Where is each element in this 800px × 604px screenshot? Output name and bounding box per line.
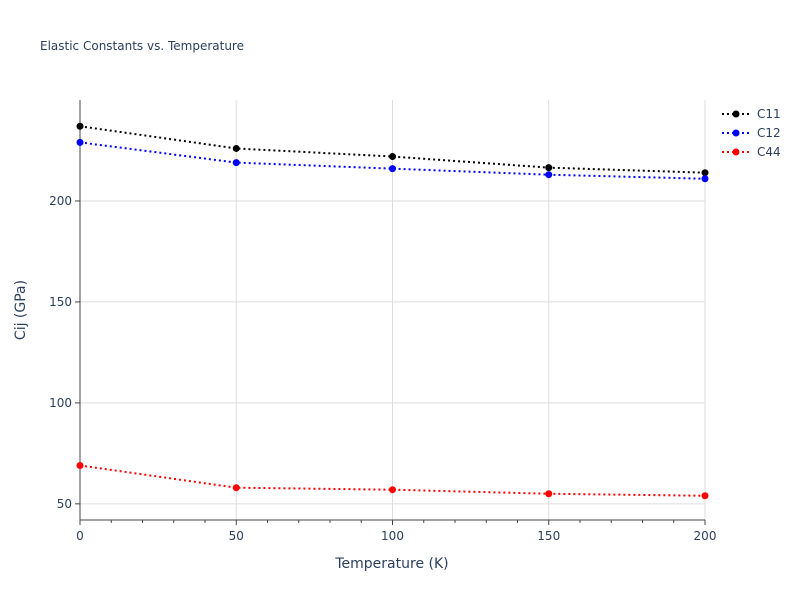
x-tick-label: 0 <box>76 529 84 543</box>
data-point[interactable] <box>389 165 396 173</box>
y-tick-label: 150 <box>49 295 72 309</box>
legend-label: C44 <box>757 145 781 159</box>
series-c12 <box>76 138 709 183</box>
data-point[interactable] <box>232 484 240 492</box>
data-point[interactable] <box>545 490 553 498</box>
data-point[interactable] <box>701 492 709 500</box>
series-c44 <box>76 461 709 500</box>
x-axis-title: Temperature (K) <box>334 556 448 572</box>
chart-title: Elastic Constants vs. Temperature <box>40 39 244 53</box>
series-c11 <box>76 122 709 177</box>
y-tick-label: 100 <box>49 396 72 410</box>
data-point[interactable] <box>389 486 396 494</box>
x-tick-label: 50 <box>229 529 244 543</box>
legend-marker-swatch <box>732 110 740 118</box>
legend-marker-swatch <box>732 148 740 156</box>
series-line <box>79 141 706 180</box>
data-point[interactable] <box>76 122 84 130</box>
series-line <box>79 464 706 497</box>
y-tick-label: 200 <box>49 194 72 208</box>
grid <box>80 100 706 520</box>
data-point[interactable] <box>76 461 84 469</box>
legend-item-c44[interactable]: C44 <box>722 145 781 159</box>
y-tick-label: 50 <box>57 497 72 511</box>
data-point[interactable] <box>701 169 709 177</box>
series-line <box>79 125 706 174</box>
legend-marker-swatch <box>732 129 740 137</box>
axes: 0 50 100 150 200 50 100 150 200 <box>49 100 716 543</box>
x-tick-label: 100 <box>381 529 404 543</box>
y-axis-title: Cij (GPa) <box>13 280 29 340</box>
data-point[interactable] <box>232 159 240 167</box>
data-point[interactable] <box>701 175 709 183</box>
data-point[interactable] <box>545 164 553 172</box>
legend[interactable]: C11 C12 C44 <box>722 107 781 159</box>
x-tick-label: 150 <box>537 529 560 543</box>
legend-item-c12[interactable]: C12 <box>722 126 781 140</box>
data-point[interactable] <box>76 138 84 146</box>
legend-label: C12 <box>757 126 781 140</box>
legend-item-c11[interactable]: C11 <box>722 107 781 121</box>
data-point[interactable] <box>232 144 240 152</box>
x-tick-label: 200 <box>694 529 717 543</box>
data-point[interactable] <box>389 153 396 161</box>
data-point[interactable] <box>545 171 553 179</box>
legend-label: C11 <box>757 107 781 121</box>
series-layer <box>76 122 709 500</box>
